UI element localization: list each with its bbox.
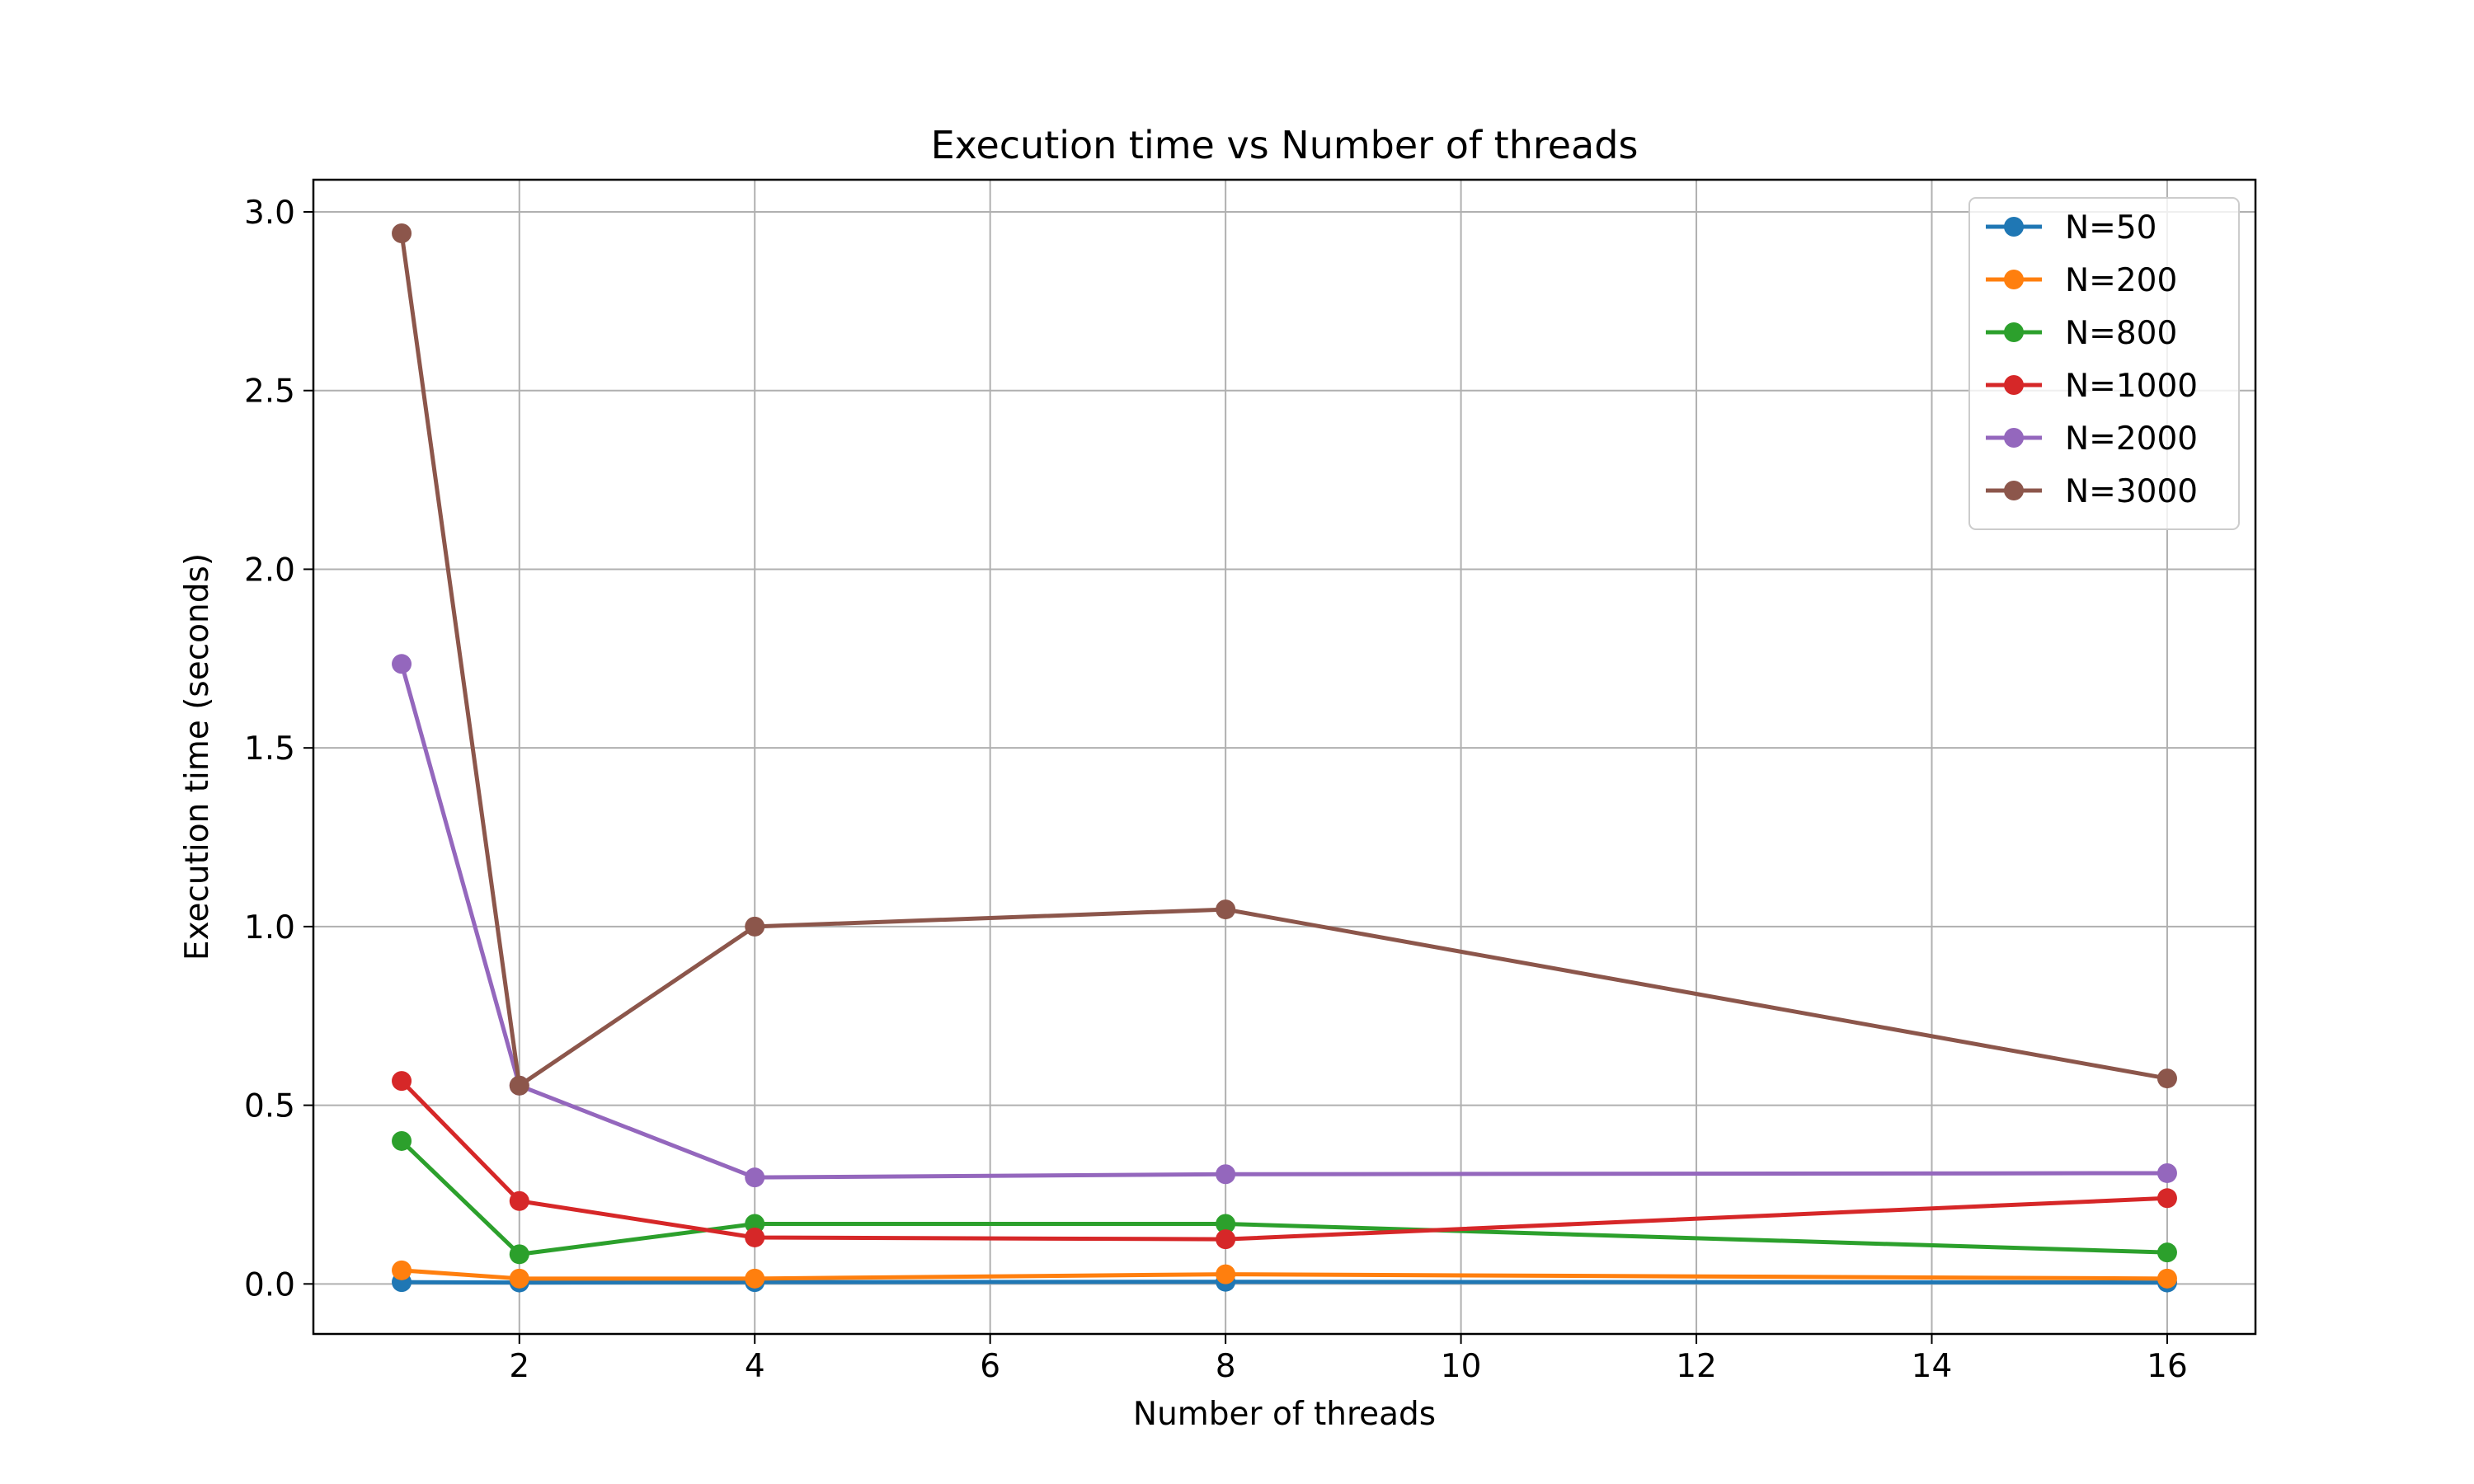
legend-label: N=2000 (2065, 420, 2198, 458)
x-tick-label: 4 (745, 1348, 765, 1385)
x-tick-label: 2 (509, 1348, 529, 1385)
series-n-3000 (392, 223, 2177, 1096)
data-point (509, 1244, 529, 1265)
y-tick-label: 1.5 (244, 730, 295, 768)
data-point (745, 1268, 765, 1289)
y-tick-label: 2.0 (244, 552, 295, 589)
x-tick-label: 8 (1216, 1348, 1236, 1385)
data-point (392, 1071, 412, 1092)
x-tick-label: 12 (1676, 1348, 1717, 1385)
data-point (2157, 1242, 2177, 1263)
data-point (2157, 1268, 2177, 1289)
x-axis-label: Number of threads (1133, 1396, 1436, 1433)
series-n-800 (392, 1130, 2177, 1265)
data-point (392, 1130, 412, 1151)
legend-marker (2004, 428, 2024, 448)
chart-title: Execution time vs Number of threads (931, 123, 1639, 167)
x-tick-label: 14 (1912, 1348, 1953, 1385)
y-tick-label: 3.0 (244, 195, 295, 232)
legend-item: N=200 (1986, 262, 2177, 299)
data-point (509, 1268, 529, 1289)
y-tick-label: 0.0 (244, 1266, 295, 1303)
legend-marker (2004, 217, 2024, 237)
legend-item: N=50 (1986, 209, 2157, 247)
data-point (392, 1260, 412, 1280)
data-point (745, 916, 765, 937)
series-layer (392, 223, 2177, 1293)
series-n-200 (392, 1260, 2177, 1289)
y-tick-label: 0.5 (244, 1088, 295, 1125)
legend-item: N=800 (1986, 315, 2177, 352)
y-axis-label: Execution time (seconds) (179, 553, 216, 960)
data-point (392, 654, 412, 674)
series-n-1000 (392, 1071, 2177, 1250)
legend-marker (2004, 322, 2024, 342)
data-point (1216, 1229, 1236, 1250)
legend-item: N=2000 (1986, 420, 2198, 458)
legend-marker (2004, 375, 2024, 395)
data-point (1216, 1164, 1236, 1185)
axis-ticks: 2 4 6 8 10 12 14 16 0.0 0.5 1.0 1.5 2.0 2.5 3.0 (244, 195, 2188, 1385)
data-point (2157, 1068, 2177, 1089)
data-point (2157, 1188, 2177, 1209)
data-point (392, 223, 412, 244)
legend-label: N=3000 (2065, 473, 2198, 510)
y-tick-label: 2.5 (244, 373, 295, 411)
legend-label: N=800 (2065, 315, 2177, 352)
data-point (1216, 1214, 1236, 1234)
y-tick-label: 1.0 (244, 909, 295, 946)
data-point (745, 1214, 765, 1234)
data-point (745, 1227, 765, 1247)
data-point (1216, 1264, 1236, 1284)
legend-marker (2004, 270, 2024, 289)
legend-label: N=1000 (2065, 368, 2198, 405)
data-point (509, 1075, 529, 1096)
legend-label: N=50 (2065, 209, 2157, 247)
data-point (1216, 899, 1236, 920)
data-point (745, 1167, 765, 1188)
plot-area-frame (312, 178, 2257, 1336)
legend: N=50 N=200 N=800 N=1000 N=2000 N=3000 (1968, 197, 2240, 530)
data-point (2157, 1162, 2177, 1183)
x-tick-label: 10 (1441, 1348, 1482, 1385)
x-tick-label: 6 (980, 1348, 1000, 1385)
legend-item: N=3000 (1986, 473, 2198, 510)
legend-item: N=1000 (1986, 368, 2198, 405)
x-tick-label: 16 (2147, 1348, 2188, 1385)
legend-marker (2004, 481, 2024, 500)
legend-label: N=200 (2065, 262, 2177, 299)
data-point (509, 1190, 529, 1211)
series-line (402, 1280, 2167, 1285)
